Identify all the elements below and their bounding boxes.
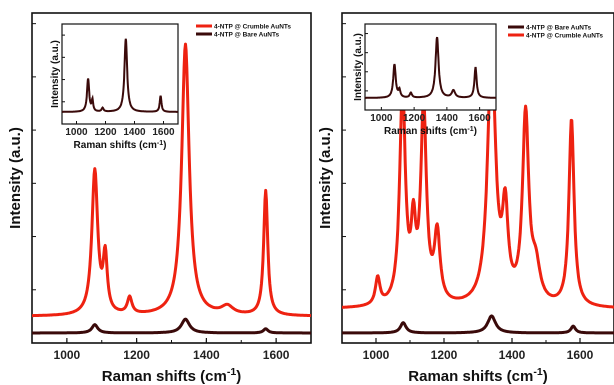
inset-x-axis-title: Raman shifts (cm-1): [384, 126, 477, 138]
inset-x-tick-label: 1000: [65, 127, 88, 138]
chart-panel-right: 1000 1200 1400 1600 Raman shifts (cm-1) Inten…: [317, 12, 614, 385]
inset-y-axis-title: Intensity (a.u.): [353, 33, 364, 101]
inset-x-tick-label: 1000: [370, 113, 393, 124]
inset-chart: 1000 1200 1400 1600 Raman shifts (cm-1) Inten…: [353, 23, 497, 138]
inset-x-tick-label: 1400: [436, 113, 459, 124]
inset-series-line: [365, 36, 496, 99]
x-tick-label: 1200: [431, 348, 458, 362]
inset-y-axis-title: Intensity (a.u.): [50, 40, 61, 108]
legend-label: 4-NTP @ Bare AuNTs: [526, 25, 591, 32]
legend-label: 4-NTP @ Crumble AuNTs: [526, 33, 603, 40]
inset-chart: 1000 1200 1400 1600 Raman shifts (cm-1) Inten…: [50, 23, 179, 152]
trace-group: [342, 42, 614, 335]
x-tick-label: 1400: [193, 348, 220, 362]
inset-frame: [61, 23, 179, 125]
series-line-bare: [32, 317, 311, 335]
inset-x-tick-label: 1200: [403, 113, 426, 124]
x-tick-label: 1200: [123, 348, 150, 362]
x-tick-label: 1400: [499, 348, 526, 362]
series-line-bare: [342, 314, 614, 335]
x-tick-label: 1000: [54, 348, 81, 362]
inset-x-tick-label: 1600: [469, 113, 492, 124]
inset-x-axis-title: Raman shifts (cm-1): [74, 140, 167, 152]
y-axis-title: Intensity (a.u.): [317, 127, 334, 229]
series-line-crumble: [342, 42, 614, 309]
x-tick-label: 1600: [567, 348, 594, 362]
legend-label: 4-NTP @ Bare AuNTs: [214, 32, 279, 39]
trace-group: [32, 42, 311, 335]
chart-panel-left: 1000 1200 1400 1600 Raman shifts (cm-1) Inten…: [7, 12, 312, 385]
x-tick-label: 1600: [263, 348, 290, 362]
x-tick-label: 1000: [363, 348, 390, 362]
inset-x-tick-label: 1200: [94, 127, 117, 138]
x-axis-title: Raman shifts (cm-1): [408, 366, 547, 385]
y-axis-title: Intensity (a.u.): [7, 127, 24, 229]
legend-label: 4-NTP @ Crumble AuNTs: [214, 24, 291, 31]
inset-x-tick-label: 1600: [152, 127, 175, 138]
inset-series-line: [62, 38, 178, 113]
series-line-crumble: [32, 42, 311, 318]
inset-x-tick-label: 1400: [123, 127, 146, 138]
x-axis-title: Raman shifts (cm-1): [102, 366, 241, 385]
